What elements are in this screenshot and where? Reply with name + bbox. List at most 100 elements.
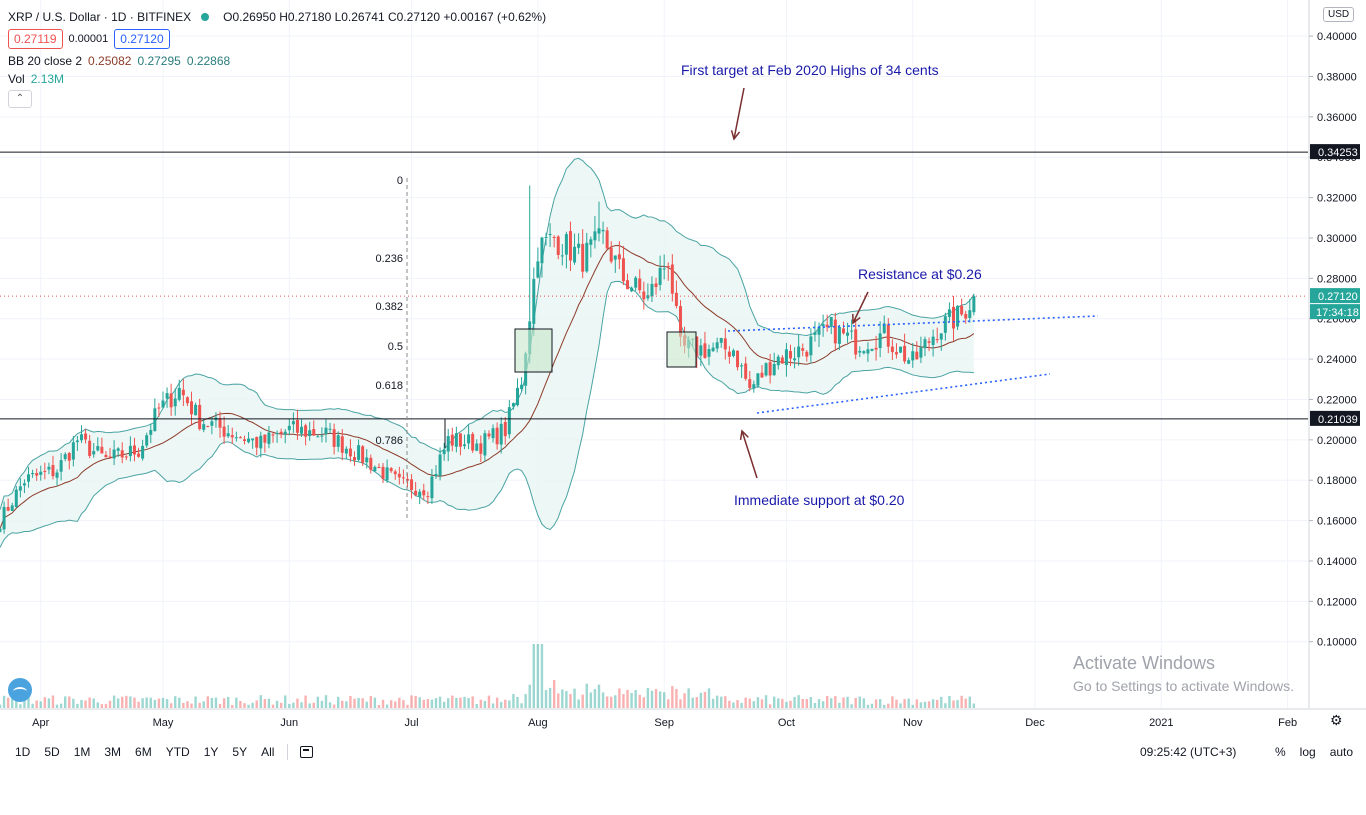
volume-bar [328, 702, 332, 708]
time-axis: Apr May Jun Jul Aug Sep Oct Nov Dec 2021 Feb [0, 708, 1366, 736]
volume-bar [214, 697, 218, 708]
range-ytd-button[interactable]: YTD [165, 745, 190, 759]
volume-bar [504, 699, 507, 708]
candle-body [573, 246, 577, 263]
candle [100, 437, 104, 454]
volume-bar [316, 696, 320, 708]
candle [263, 434, 267, 453]
candle-body [397, 473, 401, 478]
breakout-box-aug [514, 328, 553, 373]
volume-bar [27, 696, 30, 708]
candle-body [14, 489, 18, 508]
range-1m-button[interactable]: 1M [73, 745, 91, 759]
volume-bar [15, 696, 18, 708]
candle [39, 465, 43, 481]
candle-body [850, 330, 854, 332]
candle [731, 348, 735, 358]
candle [727, 346, 731, 364]
range-5d-button[interactable]: 5D [44, 745, 60, 759]
candle [715, 337, 719, 353]
candle [251, 438, 255, 449]
time-label-2021: 2021 [1149, 717, 1173, 729]
volume-bar [0, 704, 2, 708]
bollinger-bands [0, 157, 975, 548]
candle [279, 428, 283, 439]
gear-icon[interactable]: ⚙ [1330, 712, 1343, 728]
volume-bar [622, 694, 625, 708]
tradingview-logo-icon[interactable] [8, 678, 32, 702]
price-chart[interactable]: 0 0.236 0.382 0.5 0.618 0.786 First target at … [0, 0, 1366, 736]
volume-bar [569, 694, 572, 708]
candle [242, 435, 246, 445]
volume-bar [919, 702, 923, 708]
volume-bar [68, 696, 71, 708]
volume-bar [728, 700, 731, 708]
collapse-legend-button[interactable]: ⌃ [8, 90, 32, 108]
volume-bar [271, 704, 275, 708]
candle [805, 350, 809, 362]
volume-bar [153, 699, 157, 708]
volume-bar [964, 698, 967, 708]
candle-body [931, 336, 935, 345]
log-scale-button[interactable]: log [1299, 745, 1316, 759]
candle-body [699, 345, 703, 356]
candle-body [263, 434, 267, 443]
vol-indicator-label[interactable]: Vol [8, 72, 25, 86]
volume-bar [724, 696, 727, 708]
volume-bar [345, 701, 348, 708]
candle [202, 419, 206, 433]
candle-body [899, 346, 903, 353]
symbol-title[interactable]: XRP / U.S. Dollar · 1D · BITFINEX [8, 10, 192, 24]
annotation-target: First target at Feb 2020 Highs of 34 cen… [681, 62, 939, 78]
volume-bar [618, 688, 621, 708]
bid-price-button[interactable]: 0.27119 [8, 29, 63, 49]
candle [332, 423, 336, 455]
candle [295, 409, 299, 440]
volume-bar [764, 695, 768, 708]
candle [821, 314, 825, 337]
range-6m-button[interactable]: 6M [135, 745, 152, 759]
volume-bar [589, 692, 593, 708]
volume-bar [72, 698, 75, 708]
candle-body [715, 342, 719, 349]
range-3m-button[interactable]: 3M [104, 745, 122, 759]
candle-body [88, 440, 92, 456]
candle [385, 459, 389, 483]
volume-bar [968, 696, 971, 708]
volume-bar [911, 704, 914, 708]
ohlc-values: O0.26950 H0.27180 L0.26741 C0.27120 +0.0… [223, 10, 547, 24]
volume-bar [337, 696, 340, 708]
candle [84, 429, 88, 444]
candle-body [723, 338, 727, 350]
candle-body [907, 360, 911, 364]
bb-indicator-label[interactable]: BB 20 close 2 [8, 54, 83, 68]
currency-badge[interactable]: USD [1323, 7, 1355, 22]
calendar-icon[interactable] [300, 746, 314, 758]
candle-body [846, 332, 850, 336]
volume-bar [552, 679, 556, 708]
volume-bar [377, 704, 381, 708]
volume-bar [773, 696, 776, 708]
volume-bar [84, 700, 87, 708]
ask-price-button[interactable]: 0.27120 [114, 29, 170, 49]
percent-scale-button[interactable]: % [1275, 745, 1286, 759]
volume-bar [59, 703, 63, 708]
range-5y-button[interactable]: 5Y [232, 745, 248, 759]
volume-bar [927, 701, 931, 708]
candle [112, 440, 116, 466]
range-1d-button[interactable]: 1D [15, 745, 31, 759]
candle [793, 347, 797, 369]
volume-bar [190, 703, 193, 708]
auto-scale-button[interactable]: auto [1329, 745, 1354, 759]
clock-display[interactable]: 09:25:42 (UTC+3) [1140, 745, 1237, 759]
candle-body [71, 442, 75, 460]
volume-bar [23, 698, 26, 708]
volume-bar [854, 698, 857, 708]
fib-label-0.786: 0.786 [375, 435, 403, 447]
candle [267, 425, 271, 449]
candle-body [39, 471, 43, 475]
candle-body [414, 490, 418, 496]
range-1y-button[interactable]: 1Y [203, 745, 219, 759]
candle [597, 201, 601, 242]
range-all-button[interactable]: All [261, 745, 275, 759]
